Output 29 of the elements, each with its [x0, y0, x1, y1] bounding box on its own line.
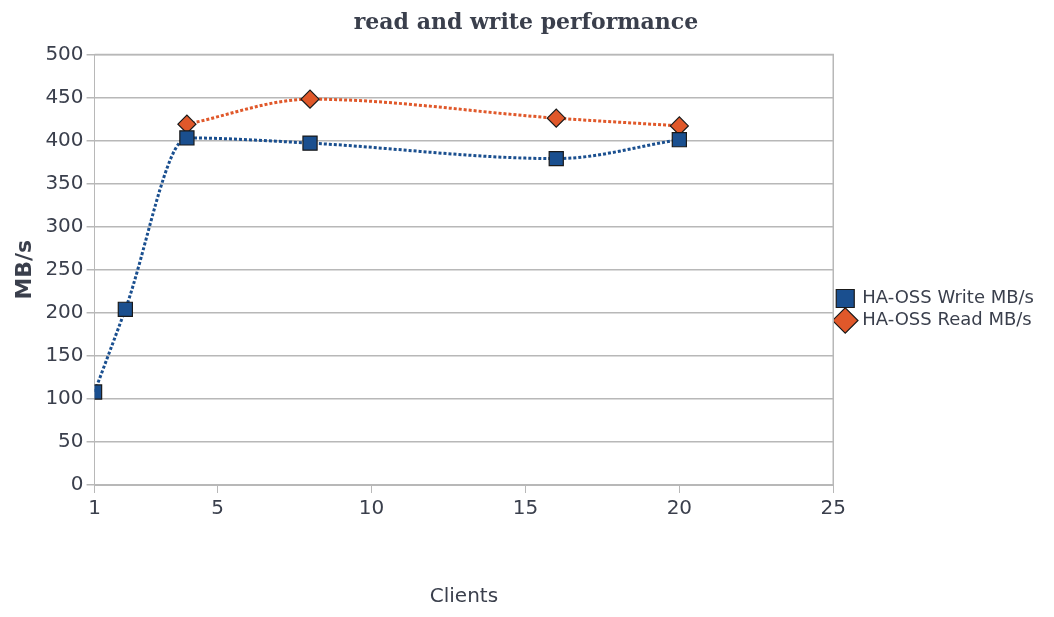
x-tick-label: 20	[666, 495, 693, 520]
point	[300, 89, 320, 109]
point	[302, 135, 318, 151]
chart-title: read and write performance	[353, 7, 699, 34]
y-axis-title: MB/s	[10, 239, 36, 300]
x-tick-label: 5	[211, 495, 225, 520]
y-tick-label: 250	[45, 255, 84, 280]
x-tick-label: 25	[820, 495, 846, 520]
y-tick-label: 100	[45, 385, 84, 410]
y-tick-label: 400	[45, 126, 84, 151]
y-tick-label: 0	[70, 471, 84, 496]
legend-label: HA-OSS Read MB/s	[862, 308, 1032, 330]
x-tick-label: 15	[512, 495, 539, 520]
point	[179, 130, 195, 146]
y-tick-label: 350	[45, 169, 84, 194]
x-tick-label: 1	[88, 495, 101, 520]
point	[546, 108, 566, 128]
y-tick-label: 50	[58, 428, 84, 453]
point	[548, 150, 564, 167]
y-tick-label: 300	[45, 212, 84, 237]
y-tick-label: 150	[45, 342, 84, 367]
y-tick-label: 500	[45, 40, 84, 65]
point	[671, 131, 688, 148]
y-tick-label: 200	[45, 298, 84, 323]
y-tick-label: 450	[45, 83, 84, 108]
x-axis-title: Clients	[429, 583, 499, 608]
point	[117, 301, 134, 317]
legend-label: HA-OSS Write MB/s	[862, 286, 1035, 308]
x-tick-label: 10	[358, 495, 385, 520]
